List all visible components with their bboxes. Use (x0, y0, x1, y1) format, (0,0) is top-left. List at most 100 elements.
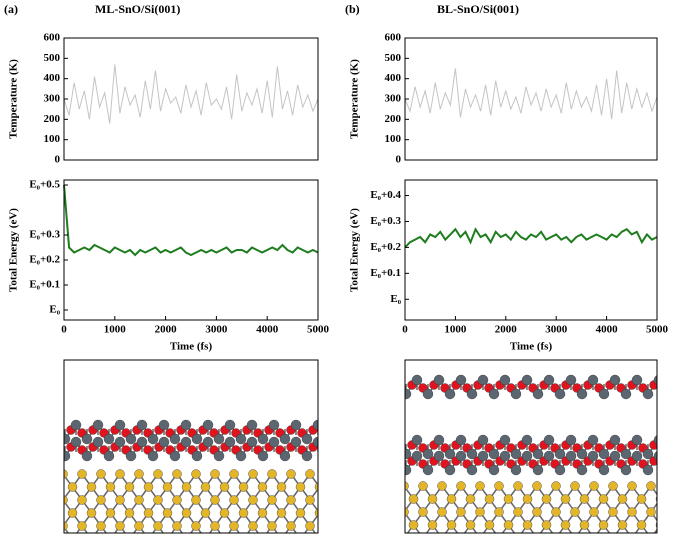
y-tick-label: 100 (44, 133, 61, 145)
atom (136, 419, 148, 431)
x-tick-label: 1000 (104, 324, 127, 336)
atom (224, 419, 236, 431)
data-line (404, 227, 658, 249)
atom (653, 451, 657, 461)
atom (115, 469, 125, 479)
plot-frame (63, 179, 319, 321)
atom (587, 374, 599, 386)
atom (290, 436, 302, 448)
atom (224, 436, 236, 448)
atom (114, 436, 126, 448)
bond (320, 500, 330, 513)
atom (324, 451, 334, 461)
atom (661, 384, 670, 393)
atom (390, 451, 400, 461)
atom (210, 495, 220, 505)
atom (653, 435, 657, 445)
atom (488, 464, 500, 476)
atom (136, 436, 148, 448)
atom (390, 521, 399, 530)
atom (646, 507, 656, 517)
atom (114, 419, 126, 431)
atom (510, 448, 522, 460)
bond (64, 436, 66, 440)
atom (200, 482, 211, 492)
atom (609, 434, 621, 446)
bond (385, 512, 395, 525)
atom (64, 447, 65, 453)
atom (49, 437, 59, 447)
atom (248, 521, 258, 531)
atom (257, 482, 268, 492)
atom (521, 374, 533, 386)
atom (627, 507, 637, 517)
y-tick-label: 300 (385, 93, 402, 105)
atom (286, 469, 296, 479)
atom (267, 521, 277, 531)
y-tick-label: 400 (44, 72, 61, 84)
atom (246, 419, 258, 431)
atom (433, 374, 445, 386)
atom (598, 520, 609, 530)
atom (477, 450, 489, 462)
atom (455, 374, 467, 386)
atom (587, 434, 599, 446)
atom (153, 469, 163, 479)
atom (665, 449, 675, 459)
atom (40, 522, 49, 531)
atom (521, 434, 533, 446)
atom (200, 508, 211, 518)
atom (405, 481, 409, 491)
atom (320, 429, 329, 438)
atom (202, 419, 214, 431)
bond (395, 525, 405, 536)
structure-frame (404, 359, 658, 534)
x-tick-label: 0 (61, 324, 67, 336)
atom (279, 433, 291, 445)
atom (49, 420, 59, 430)
bond (670, 380, 675, 394)
atom (162, 508, 173, 518)
bond (395, 512, 405, 525)
atom (484, 520, 495, 530)
atom (565, 450, 577, 462)
bond (329, 442, 340, 456)
atom (115, 521, 125, 531)
atom (64, 521, 68, 531)
atom (551, 507, 561, 517)
atom (565, 374, 577, 386)
atom (642, 464, 654, 476)
atom (672, 381, 675, 390)
y-tick-label: 600 (385, 32, 402, 44)
atom (466, 448, 478, 460)
bond (405, 391, 407, 395)
atom (620, 448, 632, 460)
bond (320, 526, 330, 536)
atom (257, 450, 269, 462)
atom (565, 434, 577, 446)
atom (305, 469, 315, 479)
bond (54, 474, 64, 487)
bond (395, 499, 405, 512)
atom (96, 469, 106, 479)
atom (213, 450, 225, 462)
atom (290, 419, 302, 431)
bond (35, 474, 45, 487)
atom (405, 448, 412, 460)
atom (235, 450, 247, 462)
atom (494, 507, 504, 517)
data-line (63, 184, 319, 257)
bond (385, 486, 395, 499)
atom (499, 374, 511, 386)
atom (666, 508, 675, 517)
y-tick-label: 0 (396, 154, 402, 166)
atom (210, 469, 220, 479)
atom (405, 388, 412, 400)
atom (134, 521, 144, 531)
atom (286, 495, 296, 505)
x-tick-label: 4000 (256, 324, 279, 336)
atom (598, 388, 610, 400)
atom (608, 507, 618, 517)
atom (92, 419, 104, 431)
atom (465, 494, 476, 504)
